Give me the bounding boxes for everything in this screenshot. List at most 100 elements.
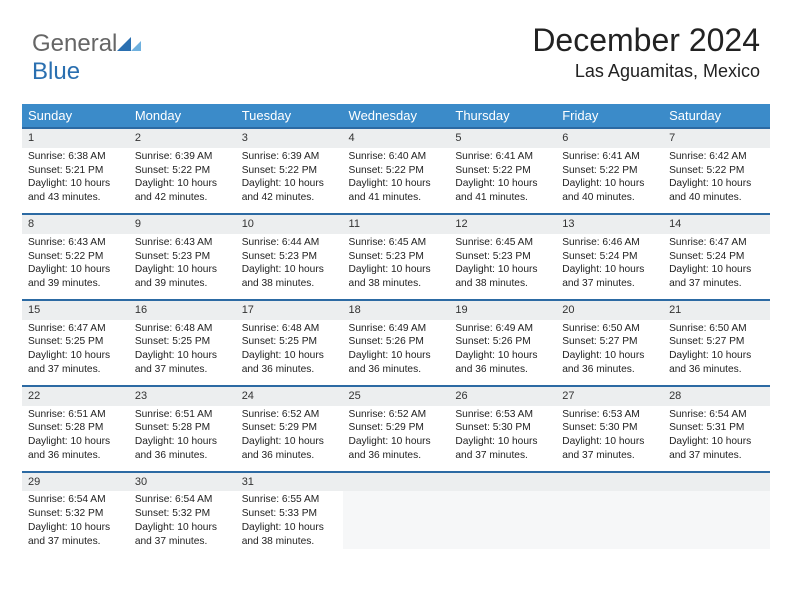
day-number: 21: [663, 299, 770, 320]
empty-day-top: [343, 471, 450, 492]
calendar-cell: 9Sunrise: 6:43 AMSunset: 5:23 PMDaylight…: [129, 213, 236, 299]
calendar: SundayMondayTuesdayWednesdayThursdayFrid…: [22, 104, 770, 557]
calendar-cell: 2Sunrise: 6:39 AMSunset: 5:22 PMDaylight…: [129, 127, 236, 213]
sunset-line: Sunset: 5:31 PM: [669, 421, 764, 435]
calendar-cell: 31Sunrise: 6:55 AMSunset: 5:33 PMDayligh…: [236, 471, 343, 557]
sunset-line: Sunset: 5:26 PM: [455, 335, 550, 349]
daylight-line: Daylight: 10 hours and 39 minutes.: [28, 263, 123, 291]
sunset-line: Sunset: 5:25 PM: [135, 335, 230, 349]
day-number: 4: [343, 127, 450, 148]
day-number: 14: [663, 213, 770, 234]
day-number: 25: [343, 385, 450, 406]
day-details: Sunrise: 6:48 AMSunset: 5:25 PMDaylight:…: [129, 320, 236, 385]
daylight-line: Daylight: 10 hours and 38 minutes.: [349, 263, 444, 291]
day-details: Sunrise: 6:45 AMSunset: 5:23 PMDaylight:…: [343, 234, 450, 299]
day-number: 29: [22, 471, 129, 492]
day-details: Sunrise: 6:48 AMSunset: 5:25 PMDaylight:…: [236, 320, 343, 385]
calendar-cell: 30Sunrise: 6:54 AMSunset: 5:32 PMDayligh…: [129, 471, 236, 557]
sunrise-line: Sunrise: 6:53 AM: [562, 408, 657, 422]
day-number: 22: [22, 385, 129, 406]
calendar-cell: 17Sunrise: 6:48 AMSunset: 5:25 PMDayligh…: [236, 299, 343, 385]
day-number: 8: [22, 213, 129, 234]
daylight-line: Daylight: 10 hours and 37 minutes.: [455, 435, 550, 463]
sunrise-line: Sunrise: 6:42 AM: [669, 150, 764, 164]
sunset-line: Sunset: 5:33 PM: [242, 507, 337, 521]
daylight-line: Daylight: 10 hours and 36 minutes.: [562, 349, 657, 377]
calendar-cell: 18Sunrise: 6:49 AMSunset: 5:26 PMDayligh…: [343, 299, 450, 385]
sunrise-line: Sunrise: 6:46 AM: [562, 236, 657, 250]
day-number: 20: [556, 299, 663, 320]
calendar-cell: 24Sunrise: 6:52 AMSunset: 5:29 PMDayligh…: [236, 385, 343, 471]
daylight-line: Daylight: 10 hours and 36 minutes.: [669, 349, 764, 377]
calendar-cell: 29Sunrise: 6:54 AMSunset: 5:32 PMDayligh…: [22, 471, 129, 557]
sunset-line: Sunset: 5:27 PM: [669, 335, 764, 349]
day-details: Sunrise: 6:52 AMSunset: 5:29 PMDaylight:…: [236, 406, 343, 471]
daylight-line: Daylight: 10 hours and 36 minutes.: [242, 435, 337, 463]
sunset-line: Sunset: 5:21 PM: [28, 164, 123, 178]
day-details: Sunrise: 6:55 AMSunset: 5:33 PMDaylight:…: [236, 491, 343, 556]
empty-day-body: [449, 491, 556, 549]
day-details: Sunrise: 6:52 AMSunset: 5:29 PMDaylight:…: [343, 406, 450, 471]
sunset-line: Sunset: 5:23 PM: [242, 250, 337, 264]
sunrise-line: Sunrise: 6:52 AM: [349, 408, 444, 422]
day-details: Sunrise: 6:46 AMSunset: 5:24 PMDaylight:…: [556, 234, 663, 299]
day-details: Sunrise: 6:51 AMSunset: 5:28 PMDaylight:…: [129, 406, 236, 471]
daylight-line: Daylight: 10 hours and 37 minutes.: [135, 521, 230, 549]
sunset-line: Sunset: 5:22 PM: [135, 164, 230, 178]
daylight-line: Daylight: 10 hours and 43 minutes.: [28, 177, 123, 205]
sunset-line: Sunset: 5:32 PM: [135, 507, 230, 521]
day-details: Sunrise: 6:54 AMSunset: 5:32 PMDaylight:…: [22, 491, 129, 556]
calendar-cell: 20Sunrise: 6:50 AMSunset: 5:27 PMDayligh…: [556, 299, 663, 385]
calendar-cell: 21Sunrise: 6:50 AMSunset: 5:27 PMDayligh…: [663, 299, 770, 385]
calendar-cell: 26Sunrise: 6:53 AMSunset: 5:30 PMDayligh…: [449, 385, 556, 471]
day-details: Sunrise: 6:53 AMSunset: 5:30 PMDaylight:…: [556, 406, 663, 471]
sunset-line: Sunset: 5:32 PM: [28, 507, 123, 521]
sunrise-line: Sunrise: 6:43 AM: [135, 236, 230, 250]
sunset-line: Sunset: 5:22 PM: [562, 164, 657, 178]
day-details: Sunrise: 6:43 AMSunset: 5:23 PMDaylight:…: [129, 234, 236, 299]
header-block: December 2024 Las Aguamitas, Mexico: [532, 22, 760, 82]
sunrise-line: Sunrise: 6:39 AM: [242, 150, 337, 164]
day-number: 23: [129, 385, 236, 406]
calendar-cell: 10Sunrise: 6:44 AMSunset: 5:23 PMDayligh…: [236, 213, 343, 299]
day-number: 27: [556, 385, 663, 406]
calendar-cell: 28Sunrise: 6:54 AMSunset: 5:31 PMDayligh…: [663, 385, 770, 471]
sunset-line: Sunset: 5:29 PM: [242, 421, 337, 435]
calendar-cell: 15Sunrise: 6:47 AMSunset: 5:25 PMDayligh…: [22, 299, 129, 385]
day-number: 24: [236, 385, 343, 406]
day-number: 3: [236, 127, 343, 148]
calendar-cell: 16Sunrise: 6:48 AMSunset: 5:25 PMDayligh…: [129, 299, 236, 385]
sunset-line: Sunset: 5:28 PM: [135, 421, 230, 435]
sunrise-line: Sunrise: 6:41 AM: [455, 150, 550, 164]
daylight-line: Daylight: 10 hours and 38 minutes.: [455, 263, 550, 291]
sunrise-line: Sunrise: 6:43 AM: [28, 236, 123, 250]
calendar-cell: 19Sunrise: 6:49 AMSunset: 5:26 PMDayligh…: [449, 299, 556, 385]
calendar-cell: 1Sunrise: 6:38 AMSunset: 5:21 PMDaylight…: [22, 127, 129, 213]
daylight-line: Daylight: 10 hours and 36 minutes.: [135, 435, 230, 463]
daylight-line: Daylight: 10 hours and 36 minutes.: [28, 435, 123, 463]
day-details: Sunrise: 6:51 AMSunset: 5:28 PMDaylight:…: [22, 406, 129, 471]
day-number: 5: [449, 127, 556, 148]
daylight-line: Daylight: 10 hours and 38 minutes.: [242, 521, 337, 549]
calendar-cell: 23Sunrise: 6:51 AMSunset: 5:28 PMDayligh…: [129, 385, 236, 471]
calendar-cell: 3Sunrise: 6:39 AMSunset: 5:22 PMDaylight…: [236, 127, 343, 213]
weekday-header: Sunday: [22, 104, 129, 127]
empty-day-top: [556, 471, 663, 492]
calendar-cell: 25Sunrise: 6:52 AMSunset: 5:29 PMDayligh…: [343, 385, 450, 471]
location-subtitle: Las Aguamitas, Mexico: [532, 61, 760, 82]
sunrise-line: Sunrise: 6:41 AM: [562, 150, 657, 164]
calendar-cell: 11Sunrise: 6:45 AMSunset: 5:23 PMDayligh…: [343, 213, 450, 299]
weekday-header: Monday: [129, 104, 236, 127]
day-details: Sunrise: 6:50 AMSunset: 5:27 PMDaylight:…: [663, 320, 770, 385]
sunrise-line: Sunrise: 6:38 AM: [28, 150, 123, 164]
calendar-cell: [556, 471, 663, 557]
empty-day-top: [663, 471, 770, 492]
day-details: Sunrise: 6:41 AMSunset: 5:22 PMDaylight:…: [449, 148, 556, 213]
sunset-line: Sunset: 5:23 PM: [455, 250, 550, 264]
day-number: 7: [663, 127, 770, 148]
day-number: 11: [343, 213, 450, 234]
sunrise-line: Sunrise: 6:48 AM: [242, 322, 337, 336]
sunrise-line: Sunrise: 6:48 AM: [135, 322, 230, 336]
day-number: 9: [129, 213, 236, 234]
sunset-line: Sunset: 5:27 PM: [562, 335, 657, 349]
